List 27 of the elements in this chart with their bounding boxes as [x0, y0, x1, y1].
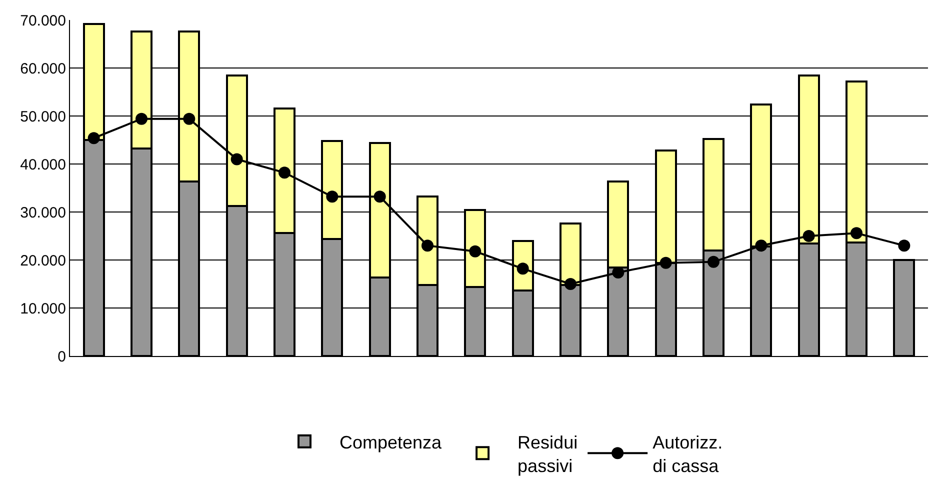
point [230, 153, 243, 166]
point [802, 230, 815, 242]
point [564, 278, 576, 290]
y-tick-label: 20.000 [20, 252, 66, 270]
point [374, 190, 386, 203]
y-tick-label: 10.000 [20, 300, 66, 318]
point [708, 256, 720, 268]
point [660, 256, 672, 269]
point [755, 240, 768, 252]
point [850, 227, 862, 240]
y-tick-label: 50.000 [20, 108, 66, 126]
point [88, 132, 100, 144]
y-tick-label: 30.000 [20, 204, 66, 222]
point [469, 245, 482, 258]
y-tick-label: 40.000 [20, 156, 66, 174]
point [422, 240, 434, 252]
y-tick-label: 70.000 [20, 12, 66, 30]
y-tick-label: 0 [58, 348, 66, 366]
legend-label: Residui passivi [518, 432, 578, 476]
point [326, 190, 338, 203]
point [183, 112, 196, 125]
point [136, 112, 148, 125]
legend-label: Autorizz. di cassa [652, 432, 723, 476]
point [278, 166, 290, 179]
point [898, 240, 910, 252]
legend-label: Competenza [340, 432, 443, 452]
y-tick-label: 60.000 [20, 60, 66, 78]
